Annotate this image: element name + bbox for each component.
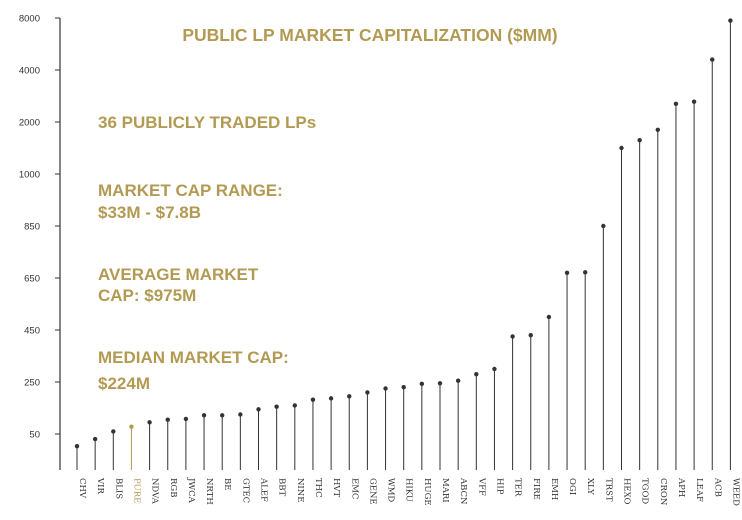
x-category-label-vff: VFF <box>476 477 486 496</box>
lollipop-point-pure <box>129 424 134 429</box>
x-category-label-hiku: HIKU <box>404 478 414 502</box>
lollipop-point-emh <box>546 314 552 320</box>
x-category-label-ndva: NDVA <box>150 478 160 505</box>
lollipop-point-thc <box>310 397 316 402</box>
lollipop-point-fire <box>528 333 533 338</box>
x-category-label-hvt: HVT <box>331 478 341 498</box>
lollipop-point-vir <box>92 436 98 442</box>
lollipop-point-aph <box>673 101 679 107</box>
x-category-label-fire: FIRE <box>531 478 541 500</box>
lollipop-point-hip <box>492 366 497 372</box>
lollipop-point-be <box>220 413 225 418</box>
x-category-label-ter: TER <box>513 478 523 497</box>
x-category-label-aph: APH <box>676 477 686 497</box>
chart-title: PUBLIC LP MARKET CAPITALIZATION ($MM) <box>182 25 557 45</box>
lollipop-point-leaf <box>691 99 697 104</box>
lollipop-point-trst <box>601 223 606 229</box>
x-category-label-leaf: LEAF <box>694 478 704 502</box>
x-category-label-ogi: OGI <box>567 478 577 495</box>
x-category-label-gene: GENE <box>367 478 377 505</box>
x-category-label-hexo: HEXO <box>622 478 632 505</box>
lollipop-point-abcn <box>455 378 461 383</box>
x-category-label-xly: XLY <box>585 478 595 495</box>
x-category-label-thc: THC <box>313 478 323 498</box>
lollipop-point-hexo <box>619 145 624 151</box>
y-tick-label: 850 <box>24 222 40 233</box>
x-category-label-emh: EMH <box>549 478 559 500</box>
x-category-label-alef: ALEF <box>259 477 269 502</box>
lollipop-point-cron <box>655 127 660 132</box>
lollipop-point-gene <box>365 390 370 395</box>
lollipop-point-ndva <box>147 420 152 425</box>
y-axis-ticks: 50 250 450 650 850 1000 2000 4000 8000 <box>19 14 60 441</box>
y-tick-label: 2000 <box>19 118 40 129</box>
x-category-label-jwca: JWCA <box>186 477 196 504</box>
x-category-label-weed: WEED <box>730 478 740 506</box>
y-tick-label: 50 <box>29 430 40 441</box>
y-tick-label: 1000 <box>19 170 40 181</box>
lollipop-point-nrth <box>201 413 207 418</box>
lollipop-point-hiku <box>401 385 406 390</box>
lollipop-point-wmd <box>383 386 388 391</box>
lollipop-point-huge <box>419 381 425 387</box>
annotation-average-value: CAP: $975M <box>98 286 196 305</box>
lollipop-point-gtec <box>238 412 243 417</box>
lollipop-point-vff <box>474 372 479 377</box>
x-category-label-bbt: BBT <box>277 478 287 496</box>
lollipop-point-chv <box>74 444 80 449</box>
annotation-range-label: MARKET CAP RANGE: <box>98 181 283 200</box>
lollipop-point-emc <box>347 394 352 399</box>
x-category-label-abcn: ABCN <box>458 477 468 505</box>
x-category-label-gtec: GTEC <box>240 478 250 503</box>
lollipop-point-bbt <box>274 404 279 409</box>
lollipop-point-weed <box>728 18 733 23</box>
x-category-label-be: BE <box>222 478 232 490</box>
x-category-label-emc: EMC <box>349 478 359 499</box>
lollipop-point-jwca <box>183 416 189 422</box>
lollipop-point-mari <box>437 381 443 386</box>
lollipop-point-ogi <box>564 270 570 275</box>
lollipop-point-alef <box>256 407 261 412</box>
x-category-label-blis: BLIS <box>113 478 123 499</box>
lollipop-series <box>74 18 733 470</box>
x-category-label-nine: NINE <box>295 478 305 502</box>
annotation-lp-count: 36 PUBLICLY TRADED LPs <box>98 113 316 132</box>
annotation-range-value: $33M - $7.8B <box>98 203 201 222</box>
y-tick-label: 250 <box>24 378 40 389</box>
x-category-label-wmd: WMD <box>386 478 396 502</box>
annotation-median-value: $224M <box>98 374 150 393</box>
x-category-label-rgb: RGB <box>168 478 178 497</box>
x-category-label-acb: ACB <box>712 477 722 497</box>
x-category-label-nrth: NRTH <box>204 478 214 505</box>
x-category-label-hip: HIP <box>494 478 504 495</box>
x-axis-labels: CHV VIR BLIS PURE NDVA RGB JWCA NRTH BE GTEC ALEF B… <box>77 477 740 506</box>
x-category-label-mari: MARI <box>440 478 450 503</box>
lollipop-point-xly <box>583 270 588 275</box>
annotation-average-label: AVERAGE MARKET <box>98 265 259 284</box>
x-category-label-chv: CHV <box>77 478 87 499</box>
y-tick-label: 450 <box>24 326 40 337</box>
lollipop-point-tgod <box>637 138 642 143</box>
lollipop-point-acb <box>710 57 715 62</box>
annotation-median-label: MEDIAN MARKET CAP: <box>98 348 289 367</box>
y-tick-label: 8000 <box>19 14 40 25</box>
lollipop-point-nine <box>292 403 297 408</box>
x-category-label-huge: HUGE <box>422 478 432 506</box>
y-tick-label: 4000 <box>19 66 40 77</box>
x-category-label-trst: TRST <box>603 478 613 502</box>
lollipop-point-ter <box>510 334 515 339</box>
x-category-label-tgod: TGOD <box>640 478 650 504</box>
x-category-label-vir: VIR <box>95 477 105 494</box>
lollipop-point-blis <box>111 429 116 434</box>
x-category-label-cron: CRON <box>658 478 668 506</box>
x-category-label-pure: PURE <box>131 478 141 503</box>
lollipop-point-rgb <box>165 417 170 422</box>
lollipop-point-hvt <box>328 396 334 401</box>
y-tick-label: 650 <box>24 274 40 285</box>
